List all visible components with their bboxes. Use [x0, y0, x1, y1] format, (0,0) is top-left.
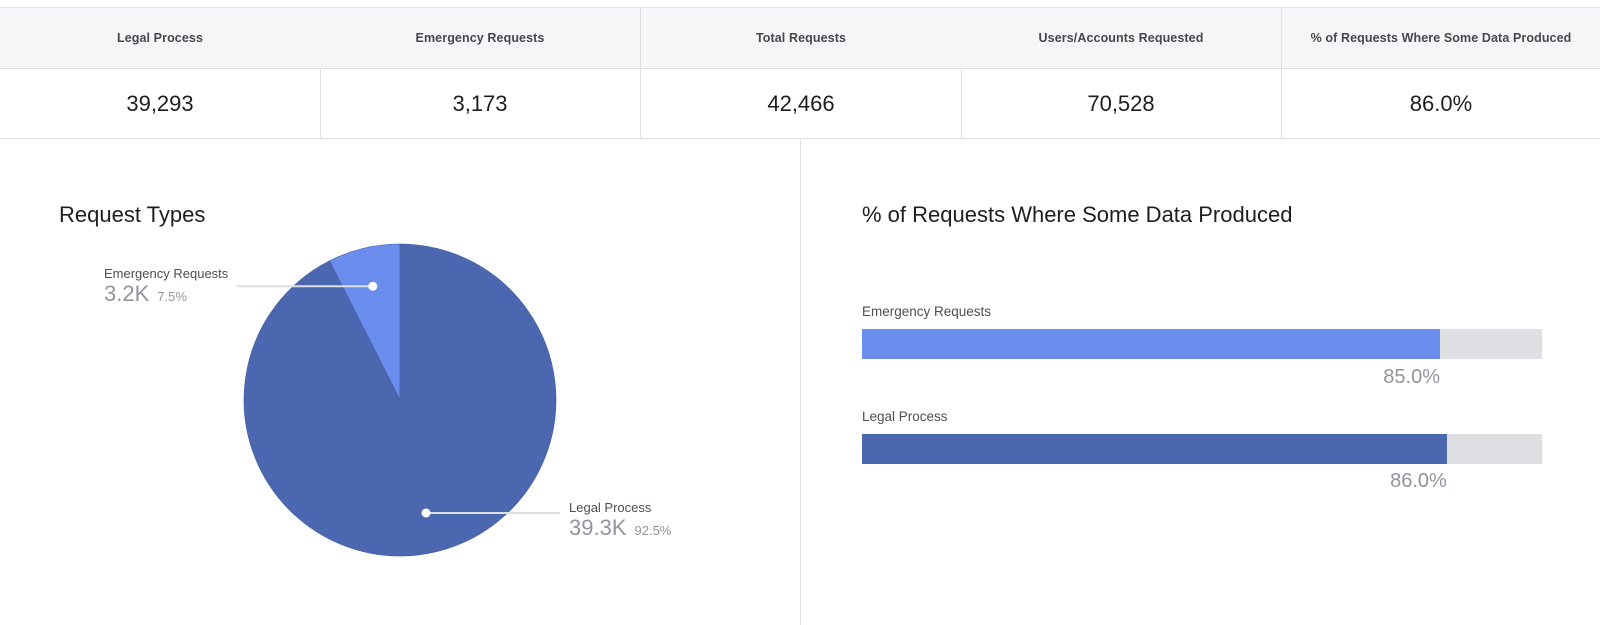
- bar-category-label: Legal Process: [862, 409, 948, 424]
- pie-marker-dot: [368, 281, 378, 291]
- stat-total-requests: Total Requests 42,466: [641, 8, 962, 138]
- panel-divider: [800, 139, 801, 625]
- pie-label-legal: Legal Process 39.3K 92.5%: [569, 500, 671, 541]
- bar-chart-title: % of Requests Where Some Data Produced: [862, 202, 1293, 227]
- pie-slice-legal-process: [243, 243, 557, 557]
- stat-value: 86.0%: [1409, 90, 1473, 116]
- pie-percent-label: 7.5%: [157, 289, 187, 304]
- bar-track: [862, 434, 1542, 464]
- pie-value-label: 3.2K: [104, 281, 150, 306]
- stat-percent-data-produced: % of Requests Where Some Data Produced 8…: [1282, 8, 1600, 138]
- pie-label-emergency: Emergency Requests 3.2K 7.5%: [104, 266, 228, 307]
- pie-chart-title: Request Types: [59, 202, 206, 227]
- pie-category: Emergency Requests: [104, 266, 229, 281]
- stat-value: 42,466: [767, 90, 835, 116]
- stat-header: Emergency Requests: [320, 8, 640, 69]
- stat-users-accounts: Users/Accounts Requested 70,528: [961, 8, 1282, 138]
- stat-header: Legal Process: [0, 8, 320, 69]
- bar-value-label: 85.0%: [1383, 366, 1440, 388]
- pie-value-label: 39.3K: [569, 515, 627, 540]
- stat-legal-process: Legal Process 39,293: [0, 8, 321, 138]
- top-border: [0, 7, 1600, 8]
- pie-marker-dot: [421, 508, 431, 518]
- bar-value-label: 86.0%: [1390, 470, 1447, 492]
- stat-header: Users/Accounts Requested: [961, 8, 1281, 69]
- pie-chart: [236, 243, 560, 557]
- stat-header: % of Requests Where Some Data Produced: [1282, 8, 1600, 69]
- stat-value: 3,173: [452, 90, 508, 116]
- bar-track: [862, 329, 1542, 359]
- stat-emergency-requests: Emergency Requests 3,173: [320, 8, 641, 138]
- stat-value: 39,293: [126, 90, 194, 116]
- pie-percent-label: 92.5%: [634, 523, 672, 538]
- pie-category: Legal Process: [569, 500, 652, 515]
- bar-legal-process: [862, 434, 1447, 464]
- stat-header: Total Requests: [641, 8, 961, 69]
- stats-table: Legal Process 39,293 Emergency Requests …: [0, 8, 1600, 139]
- bar-category-label: Emergency Requests: [862, 304, 992, 319]
- stat-value: 70,528: [1087, 90, 1155, 116]
- bar-emergency-requests: [862, 329, 1440, 359]
